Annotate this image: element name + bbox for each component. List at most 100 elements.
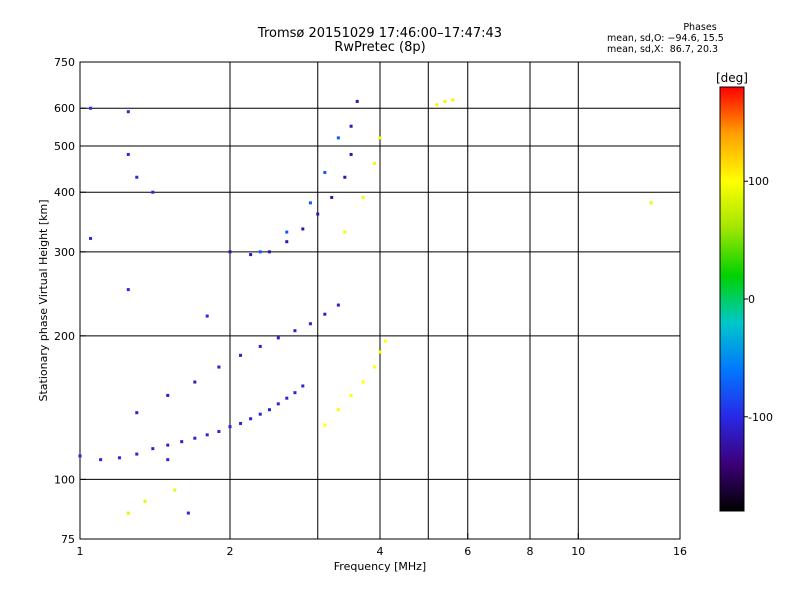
- o-mode-point: [323, 312, 327, 316]
- o-mode-point: [217, 430, 221, 434]
- y-tick-label: 750: [54, 56, 75, 69]
- x-mode-point: [361, 195, 365, 199]
- o-mode-point: [355, 99, 359, 103]
- o-mode-point: [293, 391, 297, 395]
- o-mode-point: [285, 230, 289, 234]
- x-mode-point: [373, 365, 377, 369]
- o-mode-point: [249, 253, 253, 257]
- chart-title: Tromsø 20151029 17:46:00–17:47:43: [257, 26, 503, 41]
- colorbar-tick-label: 0: [748, 293, 755, 306]
- x-mode-point: [349, 393, 353, 397]
- o-mode-point: [258, 250, 262, 254]
- x-mode-point: [373, 161, 377, 165]
- x-mode-point: [143, 499, 147, 503]
- o-mode-point: [193, 380, 197, 384]
- o-mode-point: [301, 384, 305, 388]
- x-mode-point: [378, 136, 382, 140]
- y-tick-label: 600: [54, 102, 75, 115]
- o-mode-point: [117, 456, 121, 460]
- y-tick-label: 300: [54, 246, 75, 259]
- y-tick-label: 500: [54, 140, 75, 153]
- o-mode-point: [78, 454, 82, 458]
- o-mode-point: [308, 322, 312, 326]
- x-tick-label: 8: [527, 545, 534, 558]
- o-mode-point: [135, 411, 139, 415]
- o-mode-point: [205, 433, 209, 437]
- o-mode-point: [126, 288, 130, 292]
- x-tick-label: 2: [227, 545, 234, 558]
- x-mode-point: [361, 380, 365, 384]
- x-mode-point: [649, 201, 653, 205]
- o-mode-point: [258, 344, 262, 348]
- o-mode-point: [249, 417, 253, 421]
- o-mode-point: [228, 250, 232, 254]
- colorbar-tick-label: -100: [748, 411, 773, 424]
- o-mode-point: [276, 402, 280, 406]
- x-tick-label: 6: [464, 545, 471, 558]
- o-mode-point: [349, 124, 353, 128]
- o-mode-point: [258, 412, 262, 416]
- o-mode-point: [126, 152, 130, 156]
- o-mode-point: [336, 136, 340, 140]
- o-mode-point: [205, 314, 209, 318]
- x-mode-point: [435, 103, 439, 107]
- x-tick-label: 4: [377, 545, 384, 558]
- o-mode-point: [343, 175, 347, 179]
- y-tick-label: 400: [54, 186, 75, 199]
- o-mode-point: [330, 195, 334, 199]
- o-mode-point: [126, 110, 130, 114]
- x-mode-point: [451, 98, 455, 102]
- o-mode-point: [135, 452, 139, 456]
- o-mode-point: [166, 458, 170, 462]
- o-mode-point: [293, 329, 297, 333]
- o-mode-point: [336, 303, 340, 307]
- o-mode-point: [89, 106, 93, 110]
- x-mode-point: [173, 488, 177, 492]
- x-mode-point: [443, 99, 447, 103]
- o-mode-point: [349, 152, 353, 156]
- o-mode-point: [228, 425, 232, 429]
- o-mode-point: [135, 175, 139, 179]
- o-mode-point: [239, 421, 243, 425]
- x-mode-point: [126, 511, 130, 515]
- x-tick-label: 10: [571, 545, 585, 558]
- colorbar-tick-label: 100: [748, 175, 769, 188]
- o-mode-point: [151, 447, 155, 451]
- x-tick-label: 1: [77, 545, 84, 558]
- o-mode-point: [276, 336, 280, 340]
- phase-stats-heading: Phases: [683, 22, 717, 33]
- o-mode-point: [186, 511, 190, 515]
- x-mode-point: [378, 350, 382, 354]
- o-mode-point: [308, 201, 312, 205]
- chart-subtitle: RwPretec (8p): [334, 40, 426, 55]
- o-mode-point: [166, 393, 170, 397]
- phase-stats-o: mean, sd,O: −94.6, 15.5: [607, 33, 724, 44]
- phase-stats-x: mean, sd,X: 86.7, 20.3: [607, 44, 719, 55]
- colorbar-label: [deg]: [716, 71, 748, 85]
- x-mode-point: [323, 423, 327, 427]
- o-mode-point: [180, 440, 184, 444]
- o-mode-point: [316, 212, 320, 216]
- x-tick-label: 16: [673, 545, 687, 558]
- y-axis-label: Stationary phase Virtual Height [km]: [37, 199, 50, 401]
- o-mode-point: [217, 365, 221, 369]
- o-mode-point: [285, 396, 289, 400]
- o-mode-point: [151, 190, 155, 194]
- o-mode-point: [301, 227, 305, 231]
- x-axis-label: Frequency [MHz]: [334, 560, 426, 573]
- o-mode-point: [267, 250, 271, 254]
- colorbar: [719, 86, 745, 512]
- x-mode-point: [383, 339, 387, 343]
- o-mode-point: [99, 458, 103, 462]
- x-mode-point: [343, 230, 347, 234]
- o-mode-point: [285, 240, 289, 244]
- o-mode-point: [267, 408, 271, 412]
- o-mode-point: [193, 436, 197, 440]
- x-mode-point: [336, 408, 340, 412]
- o-mode-point: [239, 353, 243, 357]
- o-mode-point: [323, 170, 327, 174]
- o-mode-point: [166, 443, 170, 447]
- y-tick-label: 100: [54, 473, 75, 486]
